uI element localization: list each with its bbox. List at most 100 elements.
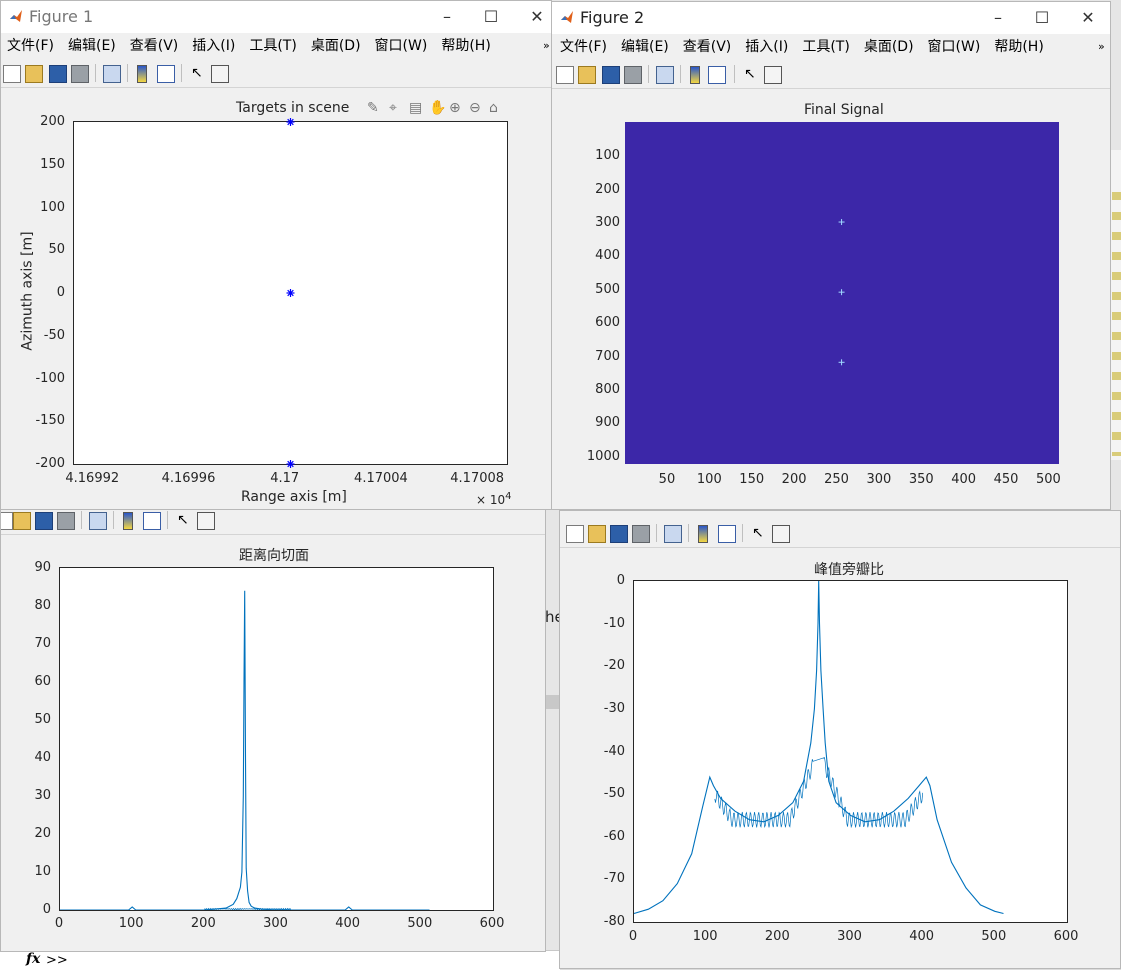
link-plot-icon[interactable]: [664, 525, 682, 543]
menu-file[interactable]: 文件(F): [7, 38, 54, 54]
figure3-y-tick-label: 80: [34, 598, 51, 613]
menu-edit[interactable]: 编辑(E): [67, 38, 116, 54]
legend-icon[interactable]: [143, 512, 161, 530]
figure4-x-tick-label: 300: [837, 929, 862, 944]
colorbar-icon[interactable]: [123, 512, 133, 530]
figure4-x-tick-label: 0: [628, 929, 638, 944]
colorbar-icon[interactable]: [698, 525, 708, 543]
figure2-x-tick-label: 450: [993, 472, 1019, 487]
menu-tools[interactable]: 工具(T): [249, 38, 297, 54]
figure2-image-area[interactable]: [625, 122, 1059, 464]
scatter-point[interactable]: [286, 289, 295, 297]
menu-help[interactable]: 帮助(H): [994, 39, 1044, 55]
print-icon[interactable]: [57, 512, 75, 530]
link-plot-icon[interactable]: [89, 512, 107, 530]
new-figure-icon[interactable]: [566, 525, 584, 543]
pointer-icon[interactable]: ↖: [177, 512, 189, 528]
toolbar-separator: [680, 65, 681, 83]
scatter-point[interactable]: [286, 460, 295, 468]
menu-view[interactable]: 查看(V): [129, 38, 179, 54]
save-icon[interactable]: [602, 66, 620, 84]
print-icon[interactable]: [632, 525, 650, 543]
colorbar-icon[interactable]: [690, 66, 700, 84]
dock-icon[interactable]: [764, 66, 782, 84]
figure1-title: Figure 1: [29, 7, 94, 26]
figure2-x-tick-label: 50: [658, 472, 676, 487]
menu-overflow-icon[interactable]: »: [543, 39, 550, 52]
figure1-plot-area[interactable]: [73, 118, 508, 468]
save-icon[interactable]: [35, 512, 53, 530]
close-button[interactable]: ✕: [530, 7, 544, 26]
toolbar-separator: [127, 64, 128, 82]
menu-insert[interactable]: 插入(I): [192, 38, 236, 54]
colorbar-icon[interactable]: [137, 65, 147, 83]
figure2-menubar: 文件(F) 编辑(E) 查看(V) 插入(I) 工具(T) 桌面(D) 窗口(W) 帮助(H)…: [552, 34, 1110, 60]
figure4-y-tick-label: -20: [603, 658, 625, 674]
figure4-plot-area[interactable]: [633, 580, 1068, 923]
maximize-button[interactable]: ☐: [483, 7, 499, 26]
open-file-icon[interactable]: [25, 65, 43, 83]
dock-icon[interactable]: [197, 512, 215, 530]
series-ripple: [204, 907, 292, 910]
figure2-titlebar[interactable]: Figure 2 – ☐ ✕: [552, 2, 1110, 34]
minimize-button[interactable]: –: [994, 8, 1002, 27]
figure3-plot-area[interactable]: [59, 567, 494, 911]
minimize-button[interactable]: –: [443, 7, 451, 26]
dock-icon[interactable]: [772, 525, 790, 543]
splitter-bar[interactable]: [545, 695, 560, 709]
pointer-icon[interactable]: ↖: [752, 525, 764, 541]
legend-icon[interactable]: [157, 65, 175, 83]
pan-icon[interactable]: ✋: [429, 100, 447, 116]
save-icon[interactable]: [610, 525, 628, 543]
figure2-y-tick-label: 800: [595, 382, 620, 398]
figure4-x-tick-label: 600: [1053, 929, 1079, 944]
home-icon[interactable]: ⌂: [489, 100, 498, 116]
figure1-y-tick-label: -200: [35, 456, 65, 471]
save-icon[interactable]: [49, 65, 67, 83]
legend-icon[interactable]: [718, 525, 736, 543]
command-prompt: >>: [46, 953, 68, 968]
dock-icon[interactable]: [211, 65, 229, 83]
open-file-icon[interactable]: [578, 66, 596, 84]
menu-desktop[interactable]: 桌面(D): [310, 38, 361, 54]
figure4-y-tick-label: -10: [603, 615, 625, 631]
zoom-out-icon[interactable]: ⊖: [469, 100, 481, 116]
figure1-titlebar[interactable]: Figure 1 – ☐ ✕: [1, 1, 551, 33]
menu-overflow-icon[interactable]: »: [1098, 40, 1105, 53]
figure3-y-tick-label: 70: [34, 636, 51, 651]
menu-help[interactable]: 帮助(H): [441, 38, 491, 54]
legend-icon[interactable]: [708, 66, 726, 84]
figure1-y-tick-label: 50: [48, 242, 65, 258]
print-icon[interactable]: [71, 65, 89, 83]
zoom-in-icon[interactable]: ⊕: [449, 100, 461, 116]
scatter-point[interactable]: [286, 118, 295, 126]
export-icon[interactable]: ▤: [409, 100, 423, 116]
menu-tools[interactable]: 工具(T): [802, 39, 850, 55]
menu-window[interactable]: 窗口(W): [927, 39, 981, 55]
datatip-icon[interactable]: ⌖: [389, 100, 397, 116]
menu-view[interactable]: 查看(V): [682, 39, 732, 55]
print-icon[interactable]: [624, 66, 642, 84]
close-button[interactable]: ✕: [1081, 8, 1095, 27]
menu-file[interactable]: 文件(F): [560, 39, 607, 55]
new-figure-icon[interactable]: [3, 65, 21, 83]
new-figure-icon[interactable]: [1, 512, 13, 530]
maximize-button[interactable]: ☐: [1034, 8, 1050, 27]
link-plot-icon[interactable]: [656, 66, 674, 84]
figure3-y-tick-label: 60: [34, 674, 51, 689]
open-file-icon[interactable]: [588, 525, 606, 543]
pointer-icon[interactable]: ↖: [744, 66, 756, 82]
command-window[interactable]: fx >>: [0, 950, 560, 970]
menu-desktop[interactable]: 桌面(D): [863, 39, 914, 55]
pointer-icon[interactable]: ↖: [191, 65, 203, 81]
brush-icon[interactable]: ✎: [367, 100, 379, 116]
toolbar-separator: [734, 65, 735, 83]
menu-window[interactable]: 窗口(W): [374, 38, 428, 54]
open-file-icon[interactable]: [13, 512, 31, 530]
menu-insert[interactable]: 插入(I): [745, 39, 789, 55]
link-plot-icon[interactable]: [103, 65, 121, 83]
toolbar-separator: [95, 64, 96, 82]
new-figure-icon[interactable]: [556, 66, 574, 84]
menu-edit[interactable]: 编辑(E): [620, 39, 669, 55]
toolbar-separator: [81, 511, 82, 529]
